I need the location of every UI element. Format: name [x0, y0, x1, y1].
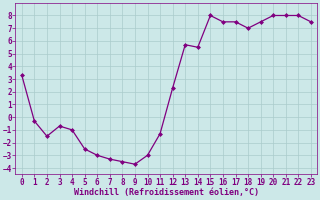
- X-axis label: Windchill (Refroidissement éolien,°C): Windchill (Refroidissement éolien,°C): [74, 188, 259, 197]
